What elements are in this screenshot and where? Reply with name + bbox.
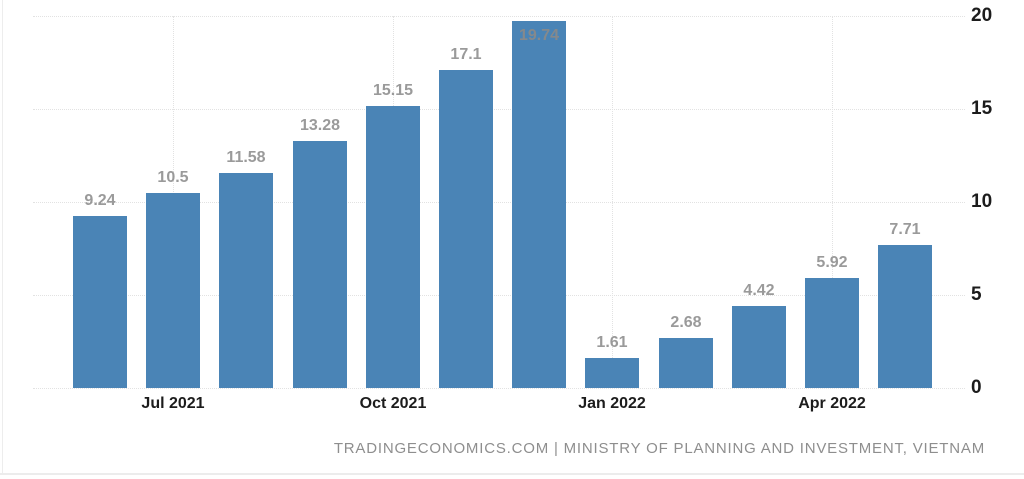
bar-value-label: 19.74 [518, 27, 560, 44]
frame-bottom-border [0, 473, 1024, 475]
y-tick-label: 5 [971, 284, 982, 305]
gridline-horizontal [33, 388, 965, 389]
y-tick-label: 0 [971, 377, 982, 398]
bar-value-label: 15.15 [372, 82, 414, 99]
bar-value-label: 7.71 [889, 221, 921, 238]
bar[interactable] [439, 70, 493, 388]
bar[interactable] [805, 278, 859, 388]
bar-value-label: 11.58 [226, 149, 266, 166]
bar[interactable] [219, 173, 273, 388]
bar[interactable] [366, 106, 420, 388]
gridline-horizontal [33, 16, 965, 17]
gridline-horizontal [33, 109, 965, 110]
bar[interactable] [512, 21, 566, 388]
attribution-text: TRADINGECONOMICS.COM | MINISTRY OF PLANN… [333, 440, 985, 457]
gridline-horizontal [33, 295, 965, 296]
bar[interactable] [585, 358, 639, 388]
frame-left-border [2, 0, 3, 473]
bar-value-label: 13.28 [299, 117, 341, 134]
x-tick-label: Oct 2021 [359, 395, 427, 412]
bar[interactable] [73, 216, 127, 388]
bar-value-label: 1.61 [596, 334, 628, 351]
y-tick-label: 20 [971, 5, 993, 26]
y-tick-label: 10 [971, 191, 993, 212]
bar-value-label: 17.1 [450, 46, 482, 63]
bar[interactable] [659, 338, 713, 388]
bar[interactable] [293, 141, 347, 388]
x-tick-label: Jul 2021 [141, 395, 205, 412]
bar-value-label: 10.5 [157, 169, 189, 186]
gridline-horizontal [33, 202, 965, 203]
x-tick-label: Jan 2022 [578, 395, 646, 412]
bar[interactable] [146, 193, 200, 388]
y-tick-label: 15 [971, 98, 993, 119]
bar[interactable] [878, 245, 932, 388]
bar[interactable] [732, 306, 786, 388]
bar-value-label: 2.68 [670, 314, 702, 331]
bar-value-label: 4.42 [743, 282, 775, 299]
bar-value-label: 9.24 [84, 192, 116, 209]
x-tick-label: Apr 2022 [798, 395, 866, 412]
bar-value-label: 5.92 [816, 254, 848, 271]
